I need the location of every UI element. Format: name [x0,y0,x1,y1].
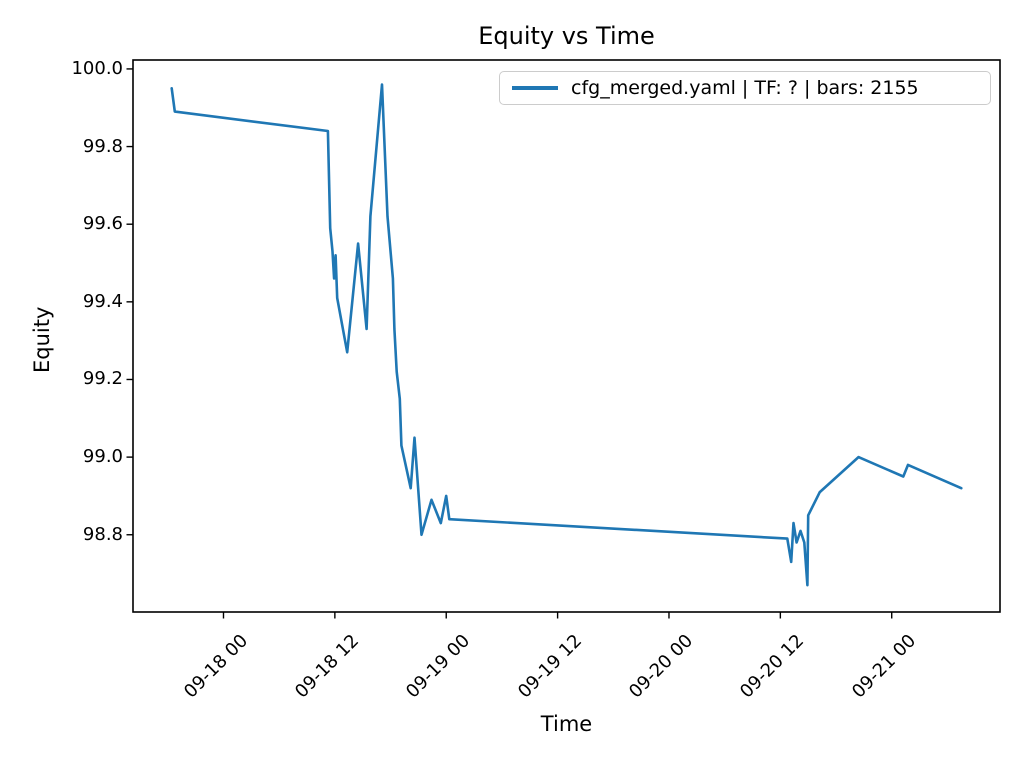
legend-line-swatch [512,86,558,90]
axes-frame [132,59,1001,613]
chart-title: Equity vs Time [478,22,655,50]
y-tick-label: 99.6 [82,213,123,235]
legend-label: cfg_merged.yaml | TF: ? | bars: 2155 [571,77,919,99]
x-axis-label: Time [540,712,593,736]
legend: cfg_merged.yaml | TF: ? | bars: 2155 [499,71,991,105]
equity-line [170,83,963,587]
y-tick-label: 99.2 [82,368,123,390]
y-tick-label: 98.8 [82,523,123,545]
y-axis-label: Equity [30,306,54,373]
y-tick-label: 100.0 [71,57,123,79]
y-tick-label: 99.4 [82,290,123,312]
y-tick-label: 99.0 [82,446,123,468]
y-tick-label: 99.8 [82,135,123,157]
